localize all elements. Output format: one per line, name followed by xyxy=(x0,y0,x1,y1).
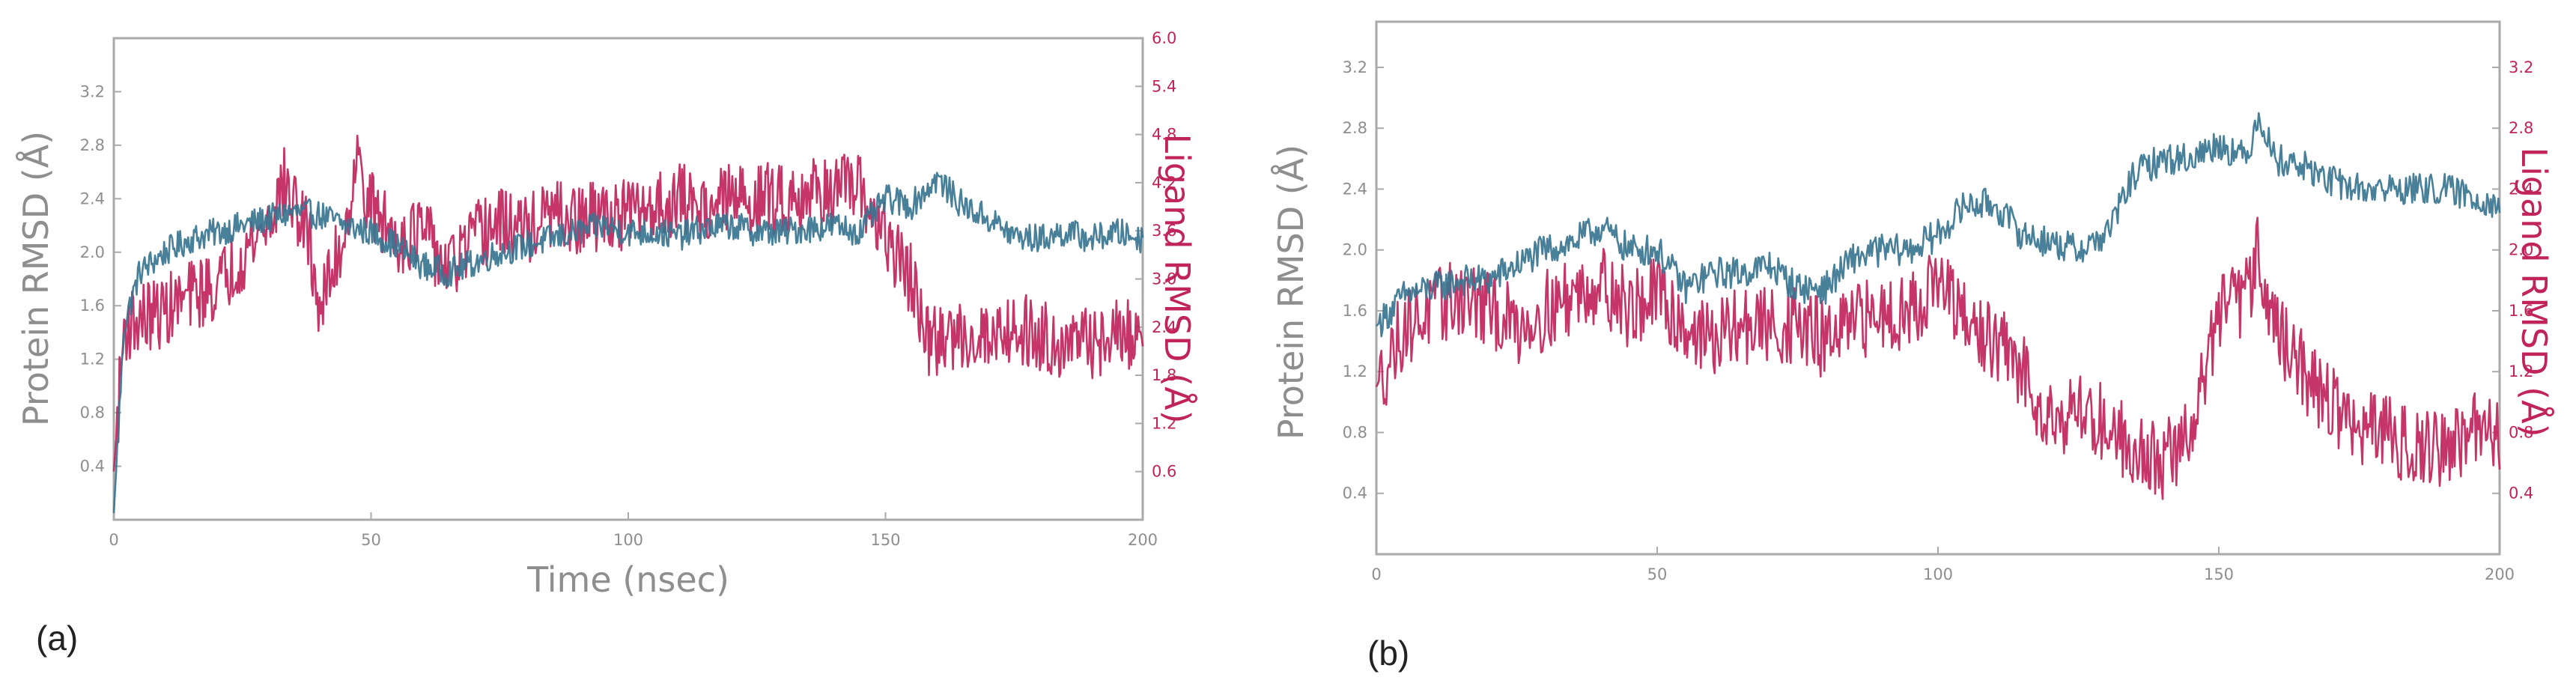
right-y-axis-ticks: 0.6 1.2 1.8 2.4 3.0 3.6 4.2 4.8 5.4 6.0 xyxy=(1135,29,1176,481)
x-tick-label: 200 xyxy=(1128,531,1158,549)
right-y-tick-label: 2.4 xyxy=(1152,318,1176,336)
left-y-axis-label: Protein RMSD (Å) xyxy=(16,131,56,426)
left-y-tick-label: 2.8 xyxy=(80,136,105,154)
x-tick-label: 50 xyxy=(361,531,381,549)
left-y-tick-label: 3.2 xyxy=(1343,58,1367,76)
left-y-tick-label: 0.4 xyxy=(1343,485,1367,503)
x-axis-ticks: 0 50 100 150 200 xyxy=(109,512,1158,549)
left-y-tick-label: 1.6 xyxy=(1343,302,1367,320)
series-lines xyxy=(112,134,1144,514)
x-axis-ticks: 0 50 100 150 200 xyxy=(1371,547,2515,583)
x-tick-label: 0 xyxy=(109,531,118,549)
protein-rmsd-line xyxy=(1376,112,2501,338)
right-y-axis-label: Ligand RMSD (Å) xyxy=(2514,147,2554,437)
left-y-axis-ticks: 0.4 0.8 1.2 1.6 2.0 2.4 2.8 3.2 xyxy=(80,82,121,476)
x-tick-label: 150 xyxy=(2204,565,2234,583)
right-y-tick-label: 1.8 xyxy=(1152,366,1176,384)
left-y-tick-label: 1.2 xyxy=(80,350,105,368)
right-y-tick-label: 6.0 xyxy=(1152,29,1176,47)
left-y-tick-label: 0.8 xyxy=(1343,423,1367,441)
x-tick-label: 100 xyxy=(1923,565,1953,583)
right-y-tick-label: 0.6 xyxy=(1152,463,1176,481)
left-y-tick-label: 2.0 xyxy=(80,243,105,261)
series-lines xyxy=(1375,112,2501,500)
right-y-tick-label: 3.2 xyxy=(2509,58,2533,76)
right-y-axis-label: Ligand RMSD (Å) xyxy=(1157,133,1197,423)
ligand-rmsd-line xyxy=(1375,216,2501,500)
x-axis-label: Time (nsec) xyxy=(526,559,729,600)
right-y-tick-label: 0.8 xyxy=(2509,423,2533,441)
left-y-tick-label: 0.4 xyxy=(80,458,105,476)
right-y-tick-label: 3.0 xyxy=(1152,270,1176,288)
chart-panel-b: 0 50 100 150 200 0.4 0.8 1.2 1.6 2.0 2.4 2.8 3.2 0.… xyxy=(1271,20,2554,673)
right-y-tick-label: 2.4 xyxy=(2509,180,2533,198)
left-y-tick-label: 2.0 xyxy=(1343,241,1367,259)
right-y-axis-ticks: 0.4 0.8 1.2 1.6 2.0 2.4 2.8 3.2 xyxy=(2492,58,2533,503)
left-y-tick-label: 2.4 xyxy=(80,189,105,207)
x-tick-label: 200 xyxy=(2485,565,2515,583)
left-y-tick-label: 0.8 xyxy=(80,404,105,422)
right-y-tick-label: 2.8 xyxy=(2509,119,2533,137)
chart-panel-a: 0 50 100 150 200 0.4 0.8 1.2 1.6 2.0 2.4 2.8 3.2 0.… xyxy=(16,29,1197,658)
right-y-tick-label: 1.2 xyxy=(2509,362,2533,380)
panel-label: (a) xyxy=(36,619,78,658)
left-y-tick-label: 2.4 xyxy=(1343,180,1367,198)
right-y-tick-label: 1.6 xyxy=(2509,302,2533,320)
right-y-tick-label: 4.2 xyxy=(1152,174,1176,192)
right-y-tick-label: 0.4 xyxy=(2509,485,2533,503)
left-y-tick-label: 1.6 xyxy=(80,297,105,315)
right-y-tick-label: 4.8 xyxy=(1152,126,1176,144)
right-y-tick-label: 5.4 xyxy=(1152,77,1176,95)
left-y-tick-label: 2.8 xyxy=(1343,119,1367,137)
x-tick-label: 150 xyxy=(870,531,900,549)
right-y-tick-label: 1.2 xyxy=(1152,414,1176,432)
right-y-tick-label: 2.0 xyxy=(2509,241,2533,259)
x-tick-label: 50 xyxy=(1647,565,1668,583)
left-y-axis-ticks: 0.4 0.8 1.2 1.6 2.0 2.4 2.8 3.2 xyxy=(1343,58,1384,503)
x-tick-label: 100 xyxy=(613,531,643,549)
x-tick-label: 0 xyxy=(1371,565,1381,583)
right-y-tick-label: 3.6 xyxy=(1152,222,1176,240)
left-y-tick-label: 1.2 xyxy=(1343,362,1367,380)
protein-rmsd-line xyxy=(112,172,1144,514)
left-y-tick-label: 3.2 xyxy=(80,82,105,100)
left-y-axis-label: Protein RMSD (Å) xyxy=(1271,145,1311,440)
panel-label: (b) xyxy=(1367,634,1409,673)
